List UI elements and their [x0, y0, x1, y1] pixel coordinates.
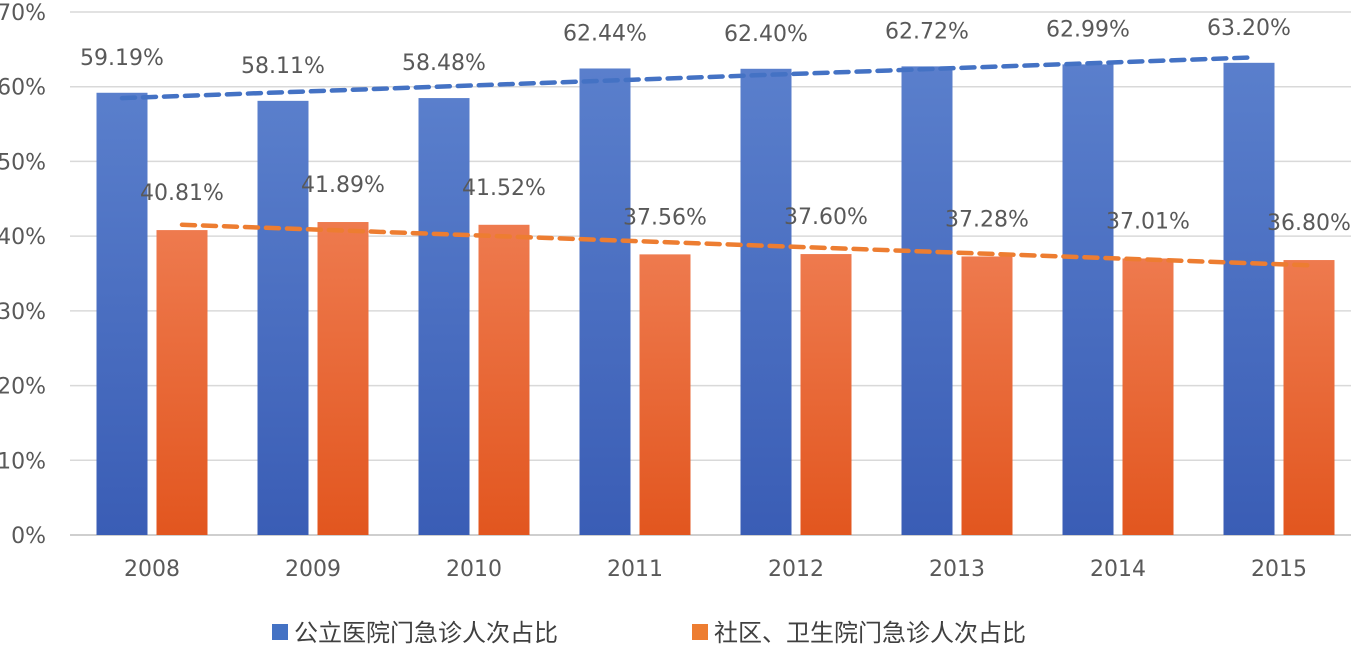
- bar-public-hospital-2010: [418, 98, 470, 535]
- legend: 公立医院门急诊人次占比 社区、卫生院门急诊人次占比: [272, 619, 1026, 645]
- data-label: 63.20%: [1207, 16, 1291, 41]
- bar-community-2009: [317, 222, 369, 535]
- data-label: 37.56%: [623, 205, 707, 230]
- trendline-public-hospital: [119, 55, 1252, 101]
- data-label: 62.99%: [1046, 17, 1130, 42]
- bar-public-hospital-2012: [740, 68, 792, 535]
- bar-public-hospital-2009: [257, 100, 309, 535]
- data-label: 58.48%: [402, 51, 486, 76]
- bar-community-2014: [1122, 258, 1174, 535]
- y-axis: 0% 10% 20% 30% 40% 50% 60% 70%: [0, 1, 46, 549]
- y-tick-label: 70%: [0, 1, 46, 26]
- y-tick-label: 30%: [0, 300, 46, 325]
- data-labels: 59.19% 58.11% 58.48% 62.44% 62.40% 62.72% 62.9…: [80, 16, 1351, 236]
- data-label: 41.89%: [301, 173, 385, 198]
- x-axis: 2008 2009 2010 2011 2012 2013 2014 2015: [124, 557, 1307, 582]
- legend-swatch-community: [692, 624, 708, 640]
- y-tick-label: 20%: [0, 375, 46, 400]
- y-tick-label: 60%: [0, 76, 46, 101]
- bar-public-hospital-2011: [579, 68, 631, 535]
- bar-community-2010: [478, 224, 530, 535]
- data-label: 58.11%: [241, 54, 325, 79]
- x-tick-label: 2008: [124, 557, 180, 582]
- bar-community-2012: [800, 254, 852, 535]
- legend-label-community: 社区、卫生院门急诊人次占比: [714, 619, 1026, 645]
- bar-community-2008: [156, 230, 208, 535]
- bar-public-hospital-2013: [901, 66, 953, 535]
- data-label: 36.80%: [1267, 211, 1351, 236]
- data-label: 37.28%: [945, 207, 1029, 232]
- x-tick-label: 2011: [607, 557, 663, 582]
- x-tick-label: 2015: [1251, 557, 1307, 582]
- y-tick-label: 50%: [0, 150, 46, 175]
- data-label: 40.81%: [140, 181, 224, 206]
- bar-public-hospital-2014: [1062, 64, 1114, 535]
- legend-label-public-hospital: 公立医院门急诊人次占比: [294, 619, 558, 645]
- bar-public-hospital-2015: [1223, 62, 1275, 535]
- bar-community-2015: [1283, 260, 1335, 535]
- x-tick-label: 2013: [929, 557, 985, 582]
- x-tick-label: 2012: [768, 557, 824, 582]
- data-label: 62.72%: [885, 19, 969, 44]
- data-label: 37.60%: [784, 205, 868, 230]
- data-label: 62.44%: [563, 21, 647, 46]
- x-tick-label: 2010: [446, 557, 502, 582]
- bar-public-hospital-2008: [96, 92, 148, 535]
- bars: [96, 62, 1335, 535]
- trendlines: [119, 55, 1312, 268]
- data-label: 59.19%: [80, 46, 164, 71]
- data-label: 41.52%: [462, 176, 546, 201]
- bar-community-2011: [639, 254, 691, 535]
- trendline-community: [179, 222, 1312, 268]
- x-tick-label: 2014: [1090, 557, 1146, 582]
- y-tick-label: 40%: [0, 225, 46, 250]
- legend-swatch-public-hospital: [272, 624, 288, 640]
- data-label: 62.40%: [724, 22, 808, 47]
- x-tick-label: 2009: [285, 557, 341, 582]
- y-tick-label: 0%: [11, 524, 46, 549]
- bar-community-2013: [961, 256, 1013, 535]
- data-label: 37.01%: [1106, 209, 1190, 234]
- y-tick-label: 10%: [0, 449, 46, 474]
